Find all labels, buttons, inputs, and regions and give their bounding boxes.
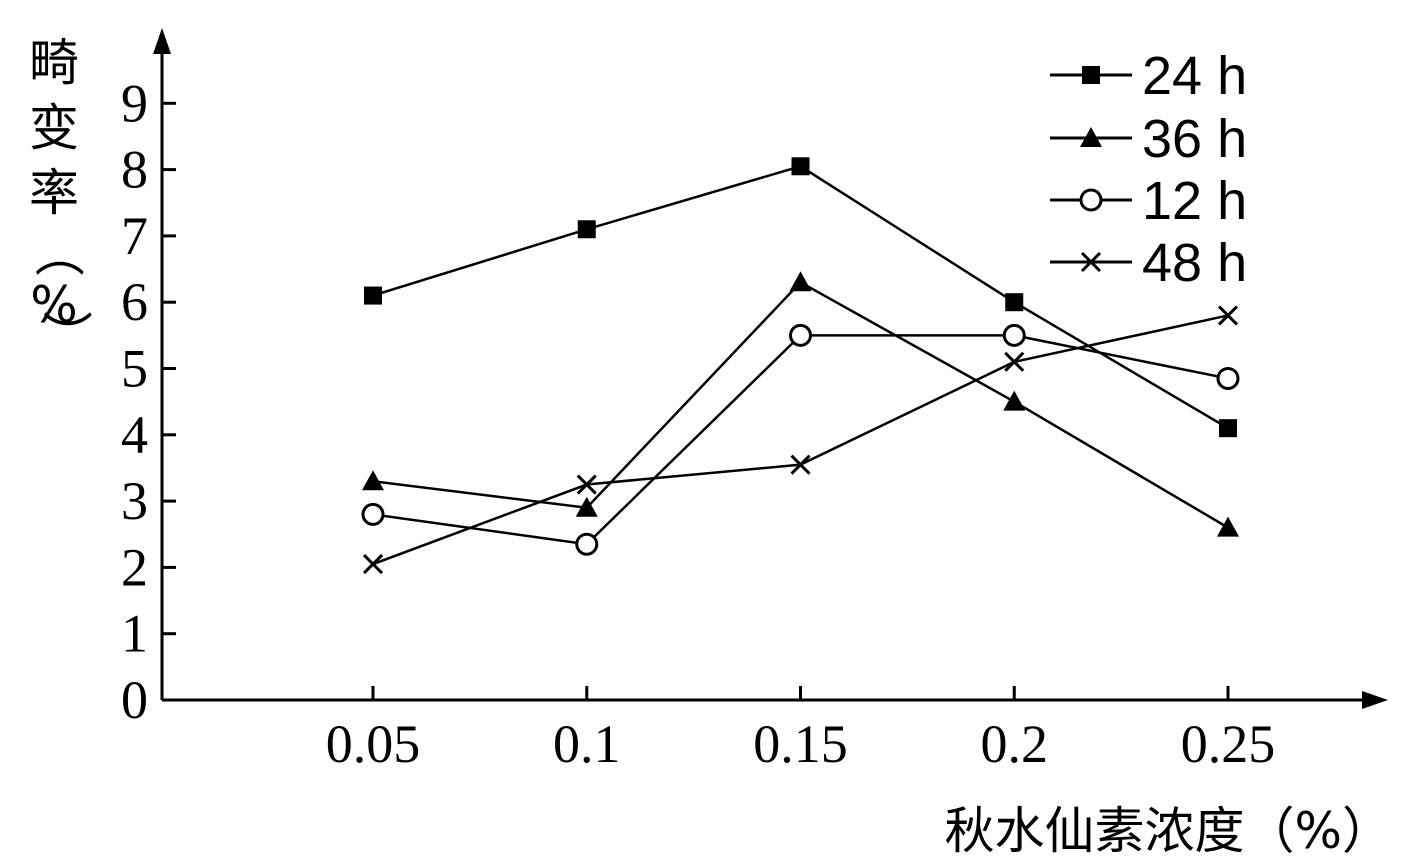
data-point-cross [790,454,811,475]
y-tick-label: 7 [121,206,148,266]
data-point-cross [1004,351,1025,372]
y-tick-label: 1 [121,604,148,664]
y-tick-label: 6 [121,272,148,332]
y-tick-label: 5 [121,339,148,399]
y-tick-label: 4 [121,405,148,465]
y-axis-label: 畸变率（%） [29,34,95,360]
series-line [372,334,1229,546]
data-point-square [577,220,596,239]
x-tick-label: 0.1 [553,714,621,774]
legend-label: 48 h [1142,233,1247,293]
legend-label: 24 h [1142,46,1247,106]
data-point-square [791,157,810,176]
data-point-triangle [1080,127,1102,147]
data-point-triangle [362,470,384,491]
y-label-char: ） [37,310,95,360]
data-point-circle [1079,188,1103,212]
legend-item: 24 h [1050,46,1247,106]
x-tick-label: 0.25 [1181,714,1276,774]
legend-item: 36 h [1050,109,1247,169]
legend-label: 36 h [1142,109,1247,169]
data-point-triangle [1003,390,1026,411]
data-point-circle [575,532,599,556]
y-tick-label: 8 [121,140,148,200]
data-point-square [1082,66,1100,84]
data-point-cross [1080,251,1102,273]
data-point-circle [1002,323,1026,347]
legend-item: 12 h [1050,171,1247,231]
data-point-cross [576,474,597,495]
legend-item: 48 h [1050,233,1247,293]
y-label-char: 变 [29,99,79,157]
series-layer [361,157,1240,575]
series-line [372,280,1229,529]
axes [153,28,1388,709]
y-tick-label: 0 [121,670,148,730]
x-tick-label: 0.15 [753,714,848,774]
data-point-triangle [575,496,598,517]
x-axis-label: 秋水仙素浓度（%） [944,802,1392,860]
y-label-char: 率 [29,164,79,222]
y-axis-arrow [153,28,171,54]
data-point-circle [789,323,812,347]
y-tick-label: 9 [121,73,148,133]
legend: 24 h36 h12 h48 h [1050,46,1247,293]
y-label-char: % [30,276,78,334]
data-point-triangle [789,271,812,292]
data-point-cross [362,554,384,575]
x-tick-label: 0.05 [326,714,421,774]
y-label-char: （ [29,227,87,277]
data-point-circle [1216,366,1240,390]
series-36h [362,271,1239,537]
legend-label: 12 h [1142,171,1247,231]
y-label-char: 畸 [29,34,79,92]
data-point-triangle [1217,516,1239,537]
y-tick-label: 2 [121,537,148,597]
data-point-square [364,286,382,305]
series-24h [364,157,1237,438]
data-point-square [1005,293,1024,312]
data-point-circle [361,502,385,526]
series-48h [362,305,1239,575]
data-point-square [1219,419,1237,438]
y-tick-label: 3 [121,471,148,531]
series-12h [361,323,1240,556]
x-axis-arrow [1362,691,1388,709]
x-axis-ticks: 0.05 0.1 0.15 0.2 0.25 [326,686,1276,774]
x-tick-label: 0.2 [981,714,1049,774]
data-point-cross [1217,305,1239,326]
